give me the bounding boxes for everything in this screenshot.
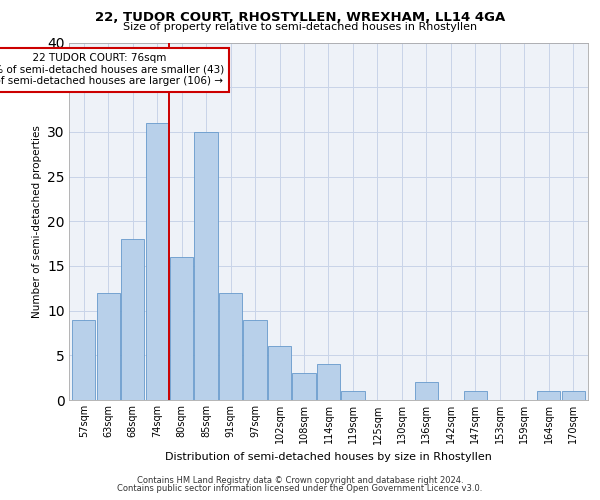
Bar	[537, 391, 560, 400]
Bar	[244, 320, 266, 400]
Bar	[415, 382, 438, 400]
Bar	[121, 239, 144, 400]
Bar	[562, 391, 585, 400]
Text: Size of property relative to semi-detached houses in Rhostyllen: Size of property relative to semi-detach…	[123, 22, 477, 32]
Text: Contains HM Land Registry data © Crown copyright and database right 2024.: Contains HM Land Registry data © Crown c…	[137, 476, 463, 485]
Bar	[170, 257, 193, 400]
Bar	[219, 292, 242, 400]
Bar	[464, 391, 487, 400]
Bar	[72, 320, 95, 400]
Text: 22 TUDOR COURT: 76sqm
← 28% of semi-detached houses are smaller (43)
69% of semi: 22 TUDOR COURT: 76sqm ← 28% of semi-deta…	[0, 53, 224, 86]
Bar	[292, 373, 316, 400]
Bar	[194, 132, 218, 400]
Bar	[317, 364, 340, 400]
Text: 22, TUDOR COURT, RHOSTYLLEN, WREXHAM, LL14 4GA: 22, TUDOR COURT, RHOSTYLLEN, WREXHAM, LL…	[95, 11, 505, 24]
Y-axis label: Number of semi-detached properties: Number of semi-detached properties	[32, 125, 41, 318]
X-axis label: Distribution of semi-detached houses by size in Rhostyllen: Distribution of semi-detached houses by …	[165, 452, 492, 462]
Bar	[146, 123, 169, 400]
Bar	[97, 292, 120, 400]
Text: Contains public sector information licensed under the Open Government Licence v3: Contains public sector information licen…	[118, 484, 482, 493]
Bar	[341, 391, 365, 400]
Bar	[268, 346, 291, 400]
